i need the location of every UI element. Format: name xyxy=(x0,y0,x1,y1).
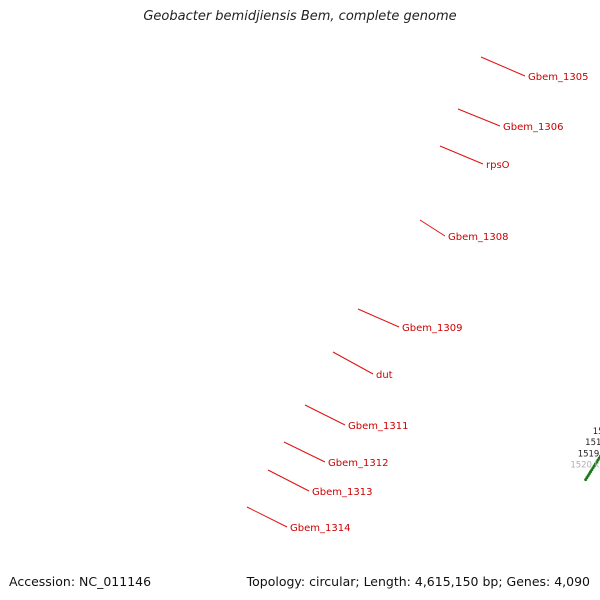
label-leader xyxy=(457,108,501,127)
topology-text: Topology: circular xyxy=(246,574,356,589)
label-leader xyxy=(267,469,310,492)
label-leader xyxy=(419,219,446,237)
label-leader xyxy=(304,404,346,426)
gene-label: dut xyxy=(376,370,393,381)
label-leader xyxy=(246,506,288,528)
genes-text: Genes: 4,090 xyxy=(506,574,590,589)
gene-label: Gbem_1314 xyxy=(290,523,350,534)
tick-label: 1518 kbp xyxy=(585,438,600,448)
gene-label: Gbem_1312 xyxy=(328,458,388,469)
position-ticks: 1509 kbp1510 kbp1511 kbp1512 kbp1513 kbp… xyxy=(570,427,600,471)
label-leader xyxy=(439,145,484,165)
footer-accession: Accession: NC_011146 xyxy=(7,573,154,590)
tick-label: 1517 kbp xyxy=(593,427,600,437)
gene-label: Gbem_1306 xyxy=(503,122,563,133)
map-title: Geobacter bemidjiensis Bem, complete gen… xyxy=(143,9,457,24)
gene-label: Gbem_1308 xyxy=(448,232,508,243)
gene-label: Gbem_1305 xyxy=(528,72,588,83)
track-dot xyxy=(597,456,600,460)
label-leader xyxy=(357,308,400,328)
length-text: Length: 4,615,150 bp xyxy=(363,574,499,589)
gene-label: Gbem_1309 xyxy=(402,323,462,334)
label-leader xyxy=(480,56,526,77)
label-leader xyxy=(332,351,374,375)
footer-summary: Topology: circular; Length: 4,615,150 bp… xyxy=(244,573,592,590)
gene-label: rpsO xyxy=(486,160,510,171)
label-leader xyxy=(283,441,326,463)
gene-label: Gbem_1313 xyxy=(312,487,372,498)
label-leaders xyxy=(246,56,526,528)
gene-labels: Gbem_1305 Gbem_1306 rpsO Gbem_1308 Gbem_1309… xyxy=(290,72,588,534)
tick-dot-track xyxy=(584,454,600,482)
gene-label: Gbem_1311 xyxy=(348,421,408,432)
tick-label: 1520 kbp xyxy=(570,461,600,471)
tick-label: 1519 kbp xyxy=(578,449,600,459)
accession-text: Accession: NC_011146 xyxy=(9,574,152,589)
